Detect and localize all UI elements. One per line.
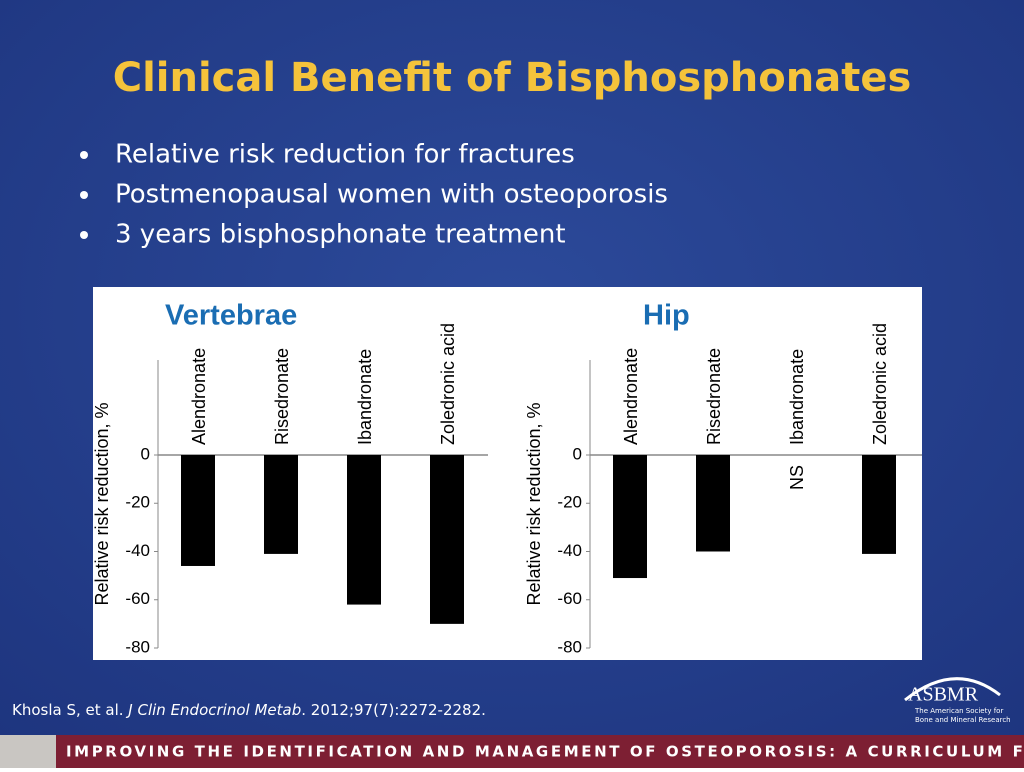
logo-name: ASBMR [908,684,979,706]
citation-details: . 2012;97(7):2272-2282. [301,701,486,719]
logo: ASBMR The American Society for Bone and … [904,677,1011,724]
y-tick-label: 0 [141,444,150,463]
x-tick-label: Ibandronate [787,349,807,445]
bullet-text: 3 years bisphosphonate treatment [115,220,566,250]
bullet-text: Postmenopausal women with osteoporosis [115,180,668,210]
x-tick-label: Zoledronic acid [870,323,890,445]
y-tick-label: -40 [557,541,582,560]
bar [862,455,896,554]
x-tick-label: Risedronate [272,348,292,445]
chart-title: Vertebrae [165,300,297,332]
bar [613,455,647,579]
bar [264,455,298,554]
y-tick-label: -80 [125,637,150,656]
slide-title: Clinical Benefit of Bisphosphonates [113,55,912,101]
y-tick-label: -40 [125,541,150,560]
footer-band [0,735,1024,768]
logo-tagline: The American Society for [914,707,1003,715]
y-tick-label: -60 [125,589,150,608]
citation-journal: J Clin Endocrinol Metab [125,701,301,719]
bullet-dot [80,231,88,239]
y-axis-label: Relative risk reduction, % [524,402,544,605]
citation-authors: Khosla S, et al. [12,701,128,719]
x-tick-label: Alendronate [189,348,209,445]
bar [430,455,464,624]
bullet-dot [80,151,88,159]
bullet-list: Relative risk reduction for fractures Pos… [80,140,668,250]
x-tick-label: Zoledronic acid [438,323,458,445]
bar [696,455,730,552]
y-tick-label: -20 [125,493,150,512]
x-tick-label: Alendronate [621,348,641,445]
bullet-dot [80,191,88,199]
footer-text: IMPROVING THE IDENTIFICATION AND MANAGEM… [66,743,1024,761]
annotation: NS [787,465,807,490]
citation: Khosla S, et al. J Clin Endocrinol Metab… [12,701,486,719]
y-tick-label: -80 [557,637,582,656]
chart-title: Hip [643,300,690,332]
y-tick-label: -20 [557,493,582,512]
bar [347,455,381,605]
y-tick-label: 0 [573,444,582,463]
chart-panel [93,287,922,660]
y-tick-label: -60 [557,589,582,608]
bar [181,455,215,566]
footer-photo [0,735,56,768]
logo-arc [904,677,1001,702]
y-axis-label: Relative risk reduction, % [92,402,112,605]
charts: Vertebrae Relative risk reduction, % 0 -20 -… [92,300,922,656]
logo-tagline: Bone and Mineral Research [915,716,1011,724]
x-tick-label: Risedronate [704,348,724,445]
bullet-text: Relative risk reduction for fractures [115,140,575,170]
x-tick-label: Ibandronate [355,349,375,445]
